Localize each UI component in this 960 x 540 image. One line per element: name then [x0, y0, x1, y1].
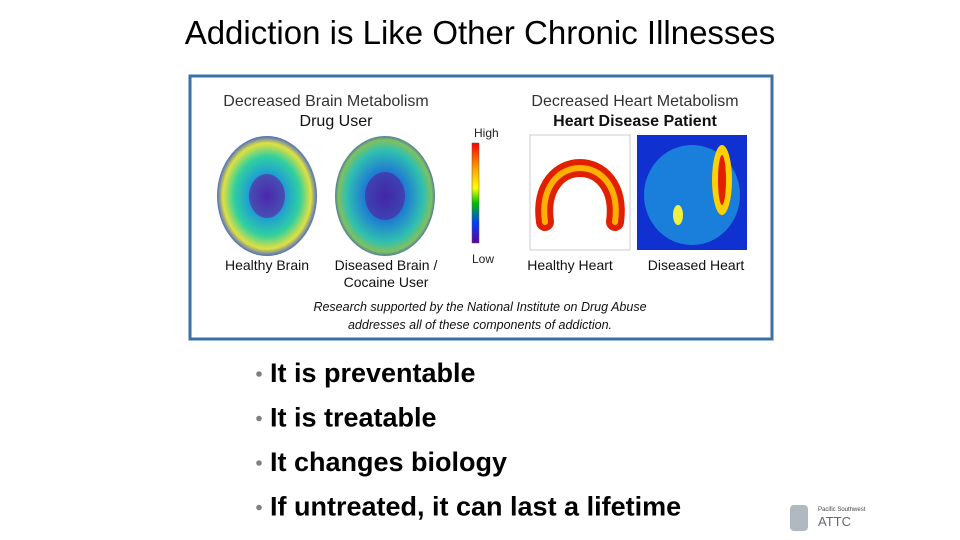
captions: Healthy Brain Diseased Brain /Cocaine Use… [225, 257, 744, 290]
scale-low: Low [472, 252, 494, 266]
image-caption: Diseased Brain / [335, 257, 438, 273]
scan-detail [541, 165, 619, 225]
bullet-text: It is preventable [270, 358, 476, 388]
logo-region: Pacific Southwest [818, 507, 866, 513]
title: Addiction is Like Other Chronic Illnesse… [185, 14, 776, 51]
bullet-dot [256, 504, 262, 511]
scan-detail [249, 174, 285, 218]
bullet-text: It is treatable [270, 403, 437, 433]
figure-note: Research supported by the National Insti… [313, 300, 646, 332]
note-line: Research supported by the National Insti… [313, 300, 646, 314]
image-caption: Healthy Brain [225, 257, 309, 273]
heart-heading: Decreased Heart Metabolism [531, 93, 738, 110]
color-scale [471, 142, 480, 244]
image-caption: Cocaine User [344, 274, 429, 290]
bullet-dot [256, 460, 262, 466]
bullet-dot [256, 415, 262, 422]
brain-subheading: Drug User [300, 113, 374, 130]
brain-heading: Decreased Brain Metabolism [223, 93, 428, 110]
image-caption: Diseased Heart [648, 257, 745, 273]
scan-detail [365, 172, 405, 220]
bullet-text: It changes biology [270, 447, 507, 477]
logo-name: ATTC [818, 514, 851, 529]
bullet-text: If untreated, it can last a lifetime [270, 492, 681, 522]
bullet-list: It is preventable It is treatable It chang… [256, 358, 681, 522]
scan-detail [718, 155, 726, 205]
bullet-dot [256, 371, 262, 377]
heart-subheading: Heart Disease Patient [553, 113, 717, 130]
image-caption: Healthy Heart [527, 257, 613, 273]
logo-icon [790, 505, 808, 531]
scan-detail [673, 205, 683, 225]
note-line: addresses all of these components of add… [348, 318, 612, 332]
scale-high: High [474, 126, 499, 140]
